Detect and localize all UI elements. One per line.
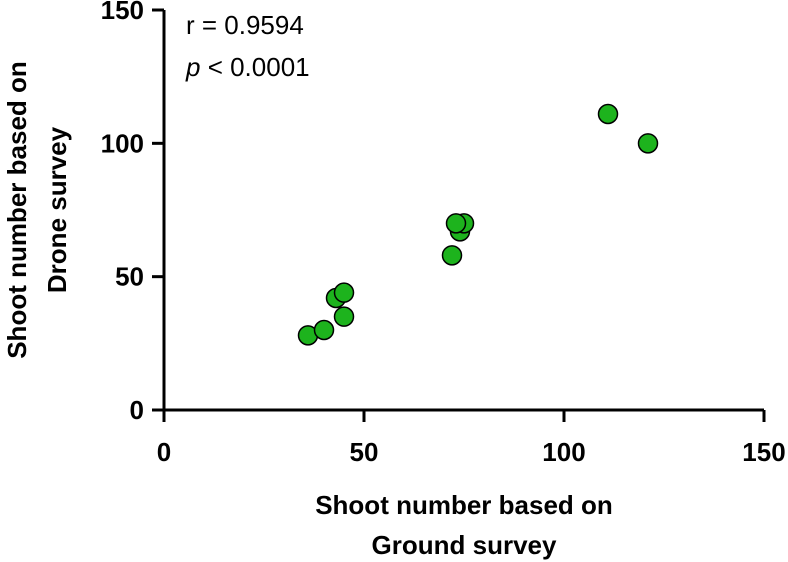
- p-symbol: p: [185, 52, 200, 82]
- ticks: 0 50 100 150 0 50 100 150: [101, 0, 786, 467]
- data-point-2: [313, 319, 335, 341]
- data-point-6: [441, 245, 463, 266]
- y-tick-label: 100: [101, 128, 144, 158]
- y-tick-label: 50: [115, 262, 144, 292]
- y-tick-label: 0: [130, 395, 144, 425]
- x-tick-label: 150: [742, 437, 785, 467]
- data-points: [297, 103, 659, 346]
- p-value-annotation: p < 0.0001: [185, 52, 310, 82]
- y-axis-title-line1: Shoot number based on: [2, 61, 32, 359]
- data-point-11: [637, 133, 659, 154]
- data-point-5: [333, 306, 355, 327]
- x-axis-title-line2: Ground survey: [372, 530, 557, 560]
- x-tick-label: 0: [157, 437, 171, 467]
- x-axis-title-line1: Shoot number based on: [315, 490, 613, 520]
- p-value-text: < 0.0001: [200, 52, 309, 82]
- x-tick-label: 50: [350, 437, 379, 467]
- axes: [162, 10, 764, 412]
- data-point-10: [597, 103, 619, 125]
- data-point-4: [333, 282, 355, 303]
- y-axis-title-line2: Drone survey: [42, 126, 72, 293]
- correlation-annotation: r = 0.9594: [186, 10, 304, 40]
- y-tick-label: 150: [101, 0, 144, 25]
- data-point-9: [445, 213, 467, 234]
- x-tick-label: 100: [542, 437, 585, 467]
